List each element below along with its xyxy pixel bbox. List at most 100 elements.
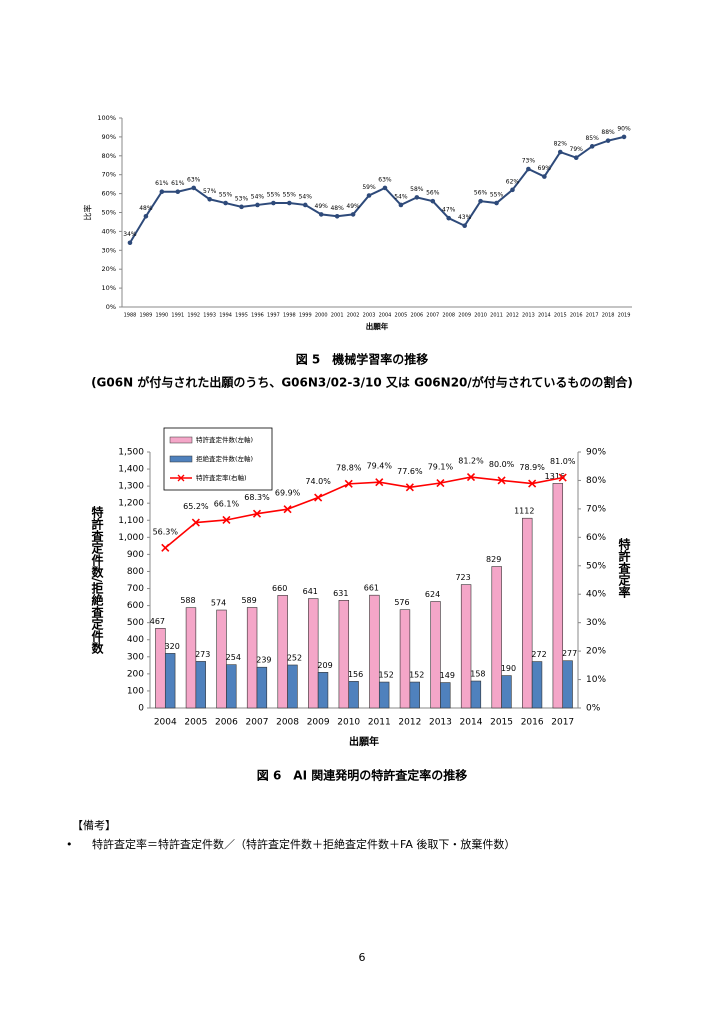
marker [510,187,515,193]
x-tick-label: 2007 [426,313,439,319]
data-label: 61% [155,180,169,187]
data-label: 55% [490,192,504,199]
data-label: 209 [317,661,332,670]
data-label: 576 [394,598,409,607]
data-label: 56.3% [153,527,179,536]
marker [127,240,133,246]
y-tick-label: 40% [102,227,116,235]
line [164,476,563,549]
data-label: 574 [211,599,226,608]
bar [409,681,420,709]
x-tick-label: 2005 [184,718,207,728]
x-tick-label: 2006 [215,718,238,728]
data-label: 69.9% [275,489,301,498]
y2-tick-label: 0% [586,704,601,714]
marker [366,193,372,198]
bar [562,660,573,709]
y-tick-label: 1,000 [118,533,144,543]
x-tick-label: 1997 [267,313,280,319]
data-label: 156 [348,670,363,679]
data-label: 467 [150,617,165,626]
y2-tick-label: 60% [586,533,606,543]
data-label: 53% [235,195,249,202]
data-label: 55% [283,192,297,199]
bar [460,584,472,709]
data-label: 69% [538,165,552,172]
y2-tick-label: 50% [586,561,606,571]
marker [478,198,483,204]
data-label: 82% [554,141,568,148]
note-text: 特許査定率＝特許査定件数／（特許査定件数＋拒絶査定件数＋FA 後取下・放棄件数） [92,837,515,851]
marker [405,483,414,492]
data-label: 49% [315,203,329,210]
x-tick-label: 2012 [398,718,421,728]
marker [271,200,276,206]
y2-tick-label: 40% [586,590,606,600]
x-tick-label: 2005 [395,313,408,319]
marker [287,200,292,206]
bullet: • [66,838,73,851]
x-tick-label: 1999 [299,313,312,319]
marker [191,518,200,527]
data-label: 190 [501,664,516,673]
y-tick-label: 30% [102,246,116,254]
data-label: 90% [617,125,631,132]
x-tick-label: 2010 [337,718,360,728]
marker [494,200,499,206]
marker [462,223,467,229]
y-tick-label: 0 [138,704,144,714]
data-label: 88% [601,129,615,136]
x-axis-label: 出願年 [366,321,389,331]
marker [398,202,404,208]
data-label: 55% [267,192,281,199]
y-tick-label: 1,100 [118,516,144,526]
y2-axis-label: 特許査定率 [617,537,631,599]
bar [287,664,298,709]
data-label: 829 [486,555,501,564]
data-label: 54% [394,193,408,200]
data-label: 79.1% [428,463,454,472]
x-tick-label: 2011 [490,313,503,319]
legend-swatch [169,455,193,463]
bar [369,594,380,709]
x-tick-label: 2002 [347,313,360,319]
data-label: 1112 [514,507,534,516]
data-label: 272 [531,650,546,659]
data-label: 48% [330,205,344,212]
bar [470,680,482,709]
marker [255,202,260,208]
marker [446,215,452,221]
data-label: 48% [139,205,153,212]
bar [155,627,166,709]
bar [440,682,451,709]
x-tick-label: 1996 [251,313,264,319]
legend-label: 拒絶査定件数(左軸) [196,454,253,463]
data-label: 47% [442,207,456,214]
marker [605,138,611,143]
data-label: 65.2% [183,502,209,511]
data-label: 80.0% [489,460,515,469]
data-label: 277 [562,649,577,658]
x-tick-label: 1992 [187,313,200,319]
y-tick-label: 90% [102,133,116,141]
x-tick-label: 2012 [506,313,519,319]
data-label: 624 [425,590,440,599]
x-tick-label: 2014 [538,313,551,319]
marker [430,198,436,204]
caption: 図 5 機械学習率の推移 [296,352,429,367]
data-label: 63% [187,176,201,183]
data-label: 152 [409,671,424,680]
page-number: 6 [359,951,366,964]
data-label: 57% [203,188,217,195]
marker [252,509,262,518]
data-label: 85% [585,135,599,142]
bar [195,661,206,709]
y-tick-label: 600 [127,601,144,611]
marker [175,189,181,195]
y-tick-label: 1,300 [118,482,144,492]
x-tick-label: 2008 [276,718,299,728]
marker [143,213,149,219]
data-label: 252 [287,653,302,662]
data-label: 74.0% [305,477,331,486]
marker [526,166,531,172]
